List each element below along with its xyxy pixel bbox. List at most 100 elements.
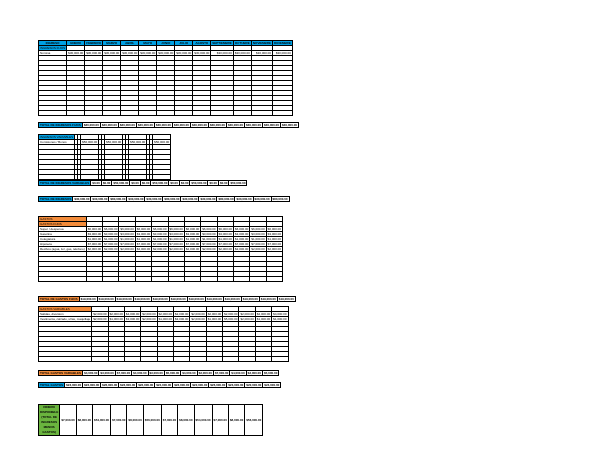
value-cell[interactable]: $30,000.00 [138,50,158,56]
value-cell[interactable]: $5,000.00 [163,370,182,376]
value-cell[interactable]: $6,000.00 [102,226,120,232]
value-cell[interactable]: $2,000.00 [91,316,109,322]
value-cell[interactable]: $19,000.00 [168,296,188,302]
row-label-cell[interactable] [37,356,93,362]
value-cell[interactable]: $22,000.00 [82,382,102,388]
value-cell[interactable]: $54,000.00 [92,404,112,436]
value-cell[interactable]: $30,000.00 [225,122,245,128]
month-header-cell[interactable]: AGOSTO [192,40,212,46]
value-cell[interactable]: $1,000.00 [151,236,169,242]
value-cell[interactable] [232,110,252,116]
value-cell[interactable]: $30,000.00 [135,122,155,128]
value-cell[interactable]: $19,000.00 [276,296,296,302]
value-cell[interactable]: $2,000.00 [232,246,251,252]
value-cell[interactable]: $6,000.00 [85,226,104,232]
value-cell[interactable]: $30,000.00 [144,196,164,202]
value-cell[interactable]: $3,000.00 [196,370,214,376]
value-cell[interactable]: $26,000.00 [208,382,228,388]
value-cell[interactable]: $3,000.00 [172,316,191,322]
value-cell[interactable]: $30,000.00 [120,50,140,56]
value-cell[interactable]: $8,000.00 [227,404,246,436]
value-cell[interactable]: $4,000.00 [271,311,289,317]
value-cell[interactable]: $6,000.00 [167,226,185,232]
value-cell[interactable] [174,110,194,116]
value-cell[interactable]: $2,000.00 [189,316,207,322]
value-cell[interactable] [222,356,240,362]
value-cell[interactable]: $30,000.00 [198,196,218,202]
value-cell[interactable] [232,276,251,282]
value-cell[interactable] [210,110,234,116]
value-cell[interactable]: $3,000.00 [134,231,153,237]
value-cell[interactable]: $7,000.00 [265,241,284,247]
value-cell[interactable]: $23,000.00 [226,382,246,388]
value-cell[interactable]: $1,000.00 [254,316,273,322]
value-cell[interactable]: $19,000.00 [78,296,98,302]
value-cell[interactable] [140,356,158,362]
value-cell[interactable]: $6,000.00 [216,226,234,232]
value-cell[interactable]: $3,000.00 [118,231,136,237]
value-cell[interactable]: $30,000.00 [272,50,293,56]
value-cell[interactable] [134,276,153,282]
value-cell[interactable]: $2,000.00 [265,246,284,252]
value-cell[interactable] [249,276,267,282]
value-cell[interactable]: $7,000.00 [212,370,231,376]
value-cell[interactable]: $1,000.00 [107,316,125,322]
value-cell[interactable]: $80,000.00 [216,196,236,202]
value-cell[interactable] [107,356,125,362]
value-cell[interactable] [123,356,142,362]
value-cell[interactable]: $80,000.00 [162,196,182,202]
value-cell[interactable]: $1,000.00 [85,236,104,242]
value-cell[interactable]: $56,000.00 [142,404,162,436]
value-cell[interactable] [120,110,140,116]
value-cell[interactable] [84,110,104,116]
value-cell[interactable]: $1,000.00 [271,316,289,322]
row-label-cell[interactable]: INGRESOS FIJOS [37,45,68,51]
value-cell[interactable]: $30,000.00 [174,50,194,56]
value-cell[interactable]: $0.00 [178,180,191,186]
value-cell[interactable]: $30,000.00 [99,122,119,128]
value-cell[interactable] [102,110,122,116]
value-cell[interactable]: $19,000.00 [186,296,206,302]
value-cell[interactable]: $7,000.00 [216,241,234,247]
value-cell[interactable]: $4,000.00 [229,370,247,376]
value-cell[interactable]: $6,000.00 [232,226,251,232]
value-cell[interactable]: $3,000.00 [98,370,116,376]
row-label-cell[interactable]: TOTAL GASTOS [37,382,66,388]
value-cell[interactable]: $1,000.00 [249,236,267,242]
value-cell[interactable]: $2,000.00 [254,311,273,317]
value-cell[interactable]: $4,000.00 [131,370,149,376]
value-cell[interactable]: $30,000.00 [117,122,137,128]
month-header-cell[interactable]: OCTUBRE [232,40,252,46]
value-cell[interactable] [189,356,207,362]
value-cell[interactable]: $50,000.00 [189,180,209,186]
value-cell[interactable]: $2,000.00 [134,246,153,252]
value-cell[interactable]: $0.00 [207,180,219,186]
value-cell[interactable]: $7,000.00 [211,404,229,436]
value-cell[interactable]: $3,000.00 [249,231,267,237]
value-cell[interactable]: $30,000.00 [252,196,272,202]
value-cell[interactable]: $19,000.00 [258,296,278,302]
value-cell[interactable] [238,356,256,362]
value-cell[interactable]: $23,000.00 [172,382,192,388]
value-cell[interactable] [91,356,109,362]
value-cell[interactable]: $1,000.00 [205,316,224,322]
value-cell[interactable] [200,276,218,282]
value-cell[interactable]: $30,000.00 [234,196,254,202]
month-header-cell[interactable]: FEBRERO [84,40,104,46]
value-cell[interactable]: $1,000.00 [183,236,202,242]
value-cell[interactable] [118,276,136,282]
value-cell[interactable]: $2,000.00 [102,246,120,252]
value-cell[interactable]: $2,000.00 [107,311,125,317]
value-cell[interactable]: $24,000.00 [262,382,282,388]
value-cell[interactable] [104,174,124,180]
value-cell[interactable] [80,174,100,180]
value-cell[interactable]: $3,000.00 [147,370,165,376]
value-cell[interactable]: $2,000.00 [140,311,158,317]
value-cell[interactable]: $19,000.00 [114,296,134,302]
value-cell[interactable] [138,110,158,116]
value-cell[interactable]: $30,000.00 [84,50,104,56]
value-cell[interactable]: $30,000.00 [180,196,200,202]
value-cell[interactable]: $0.00 [90,180,102,186]
value-cell[interactable]: $54,000.00 [193,404,213,436]
value-cell[interactable]: $2,000.00 [85,246,104,252]
